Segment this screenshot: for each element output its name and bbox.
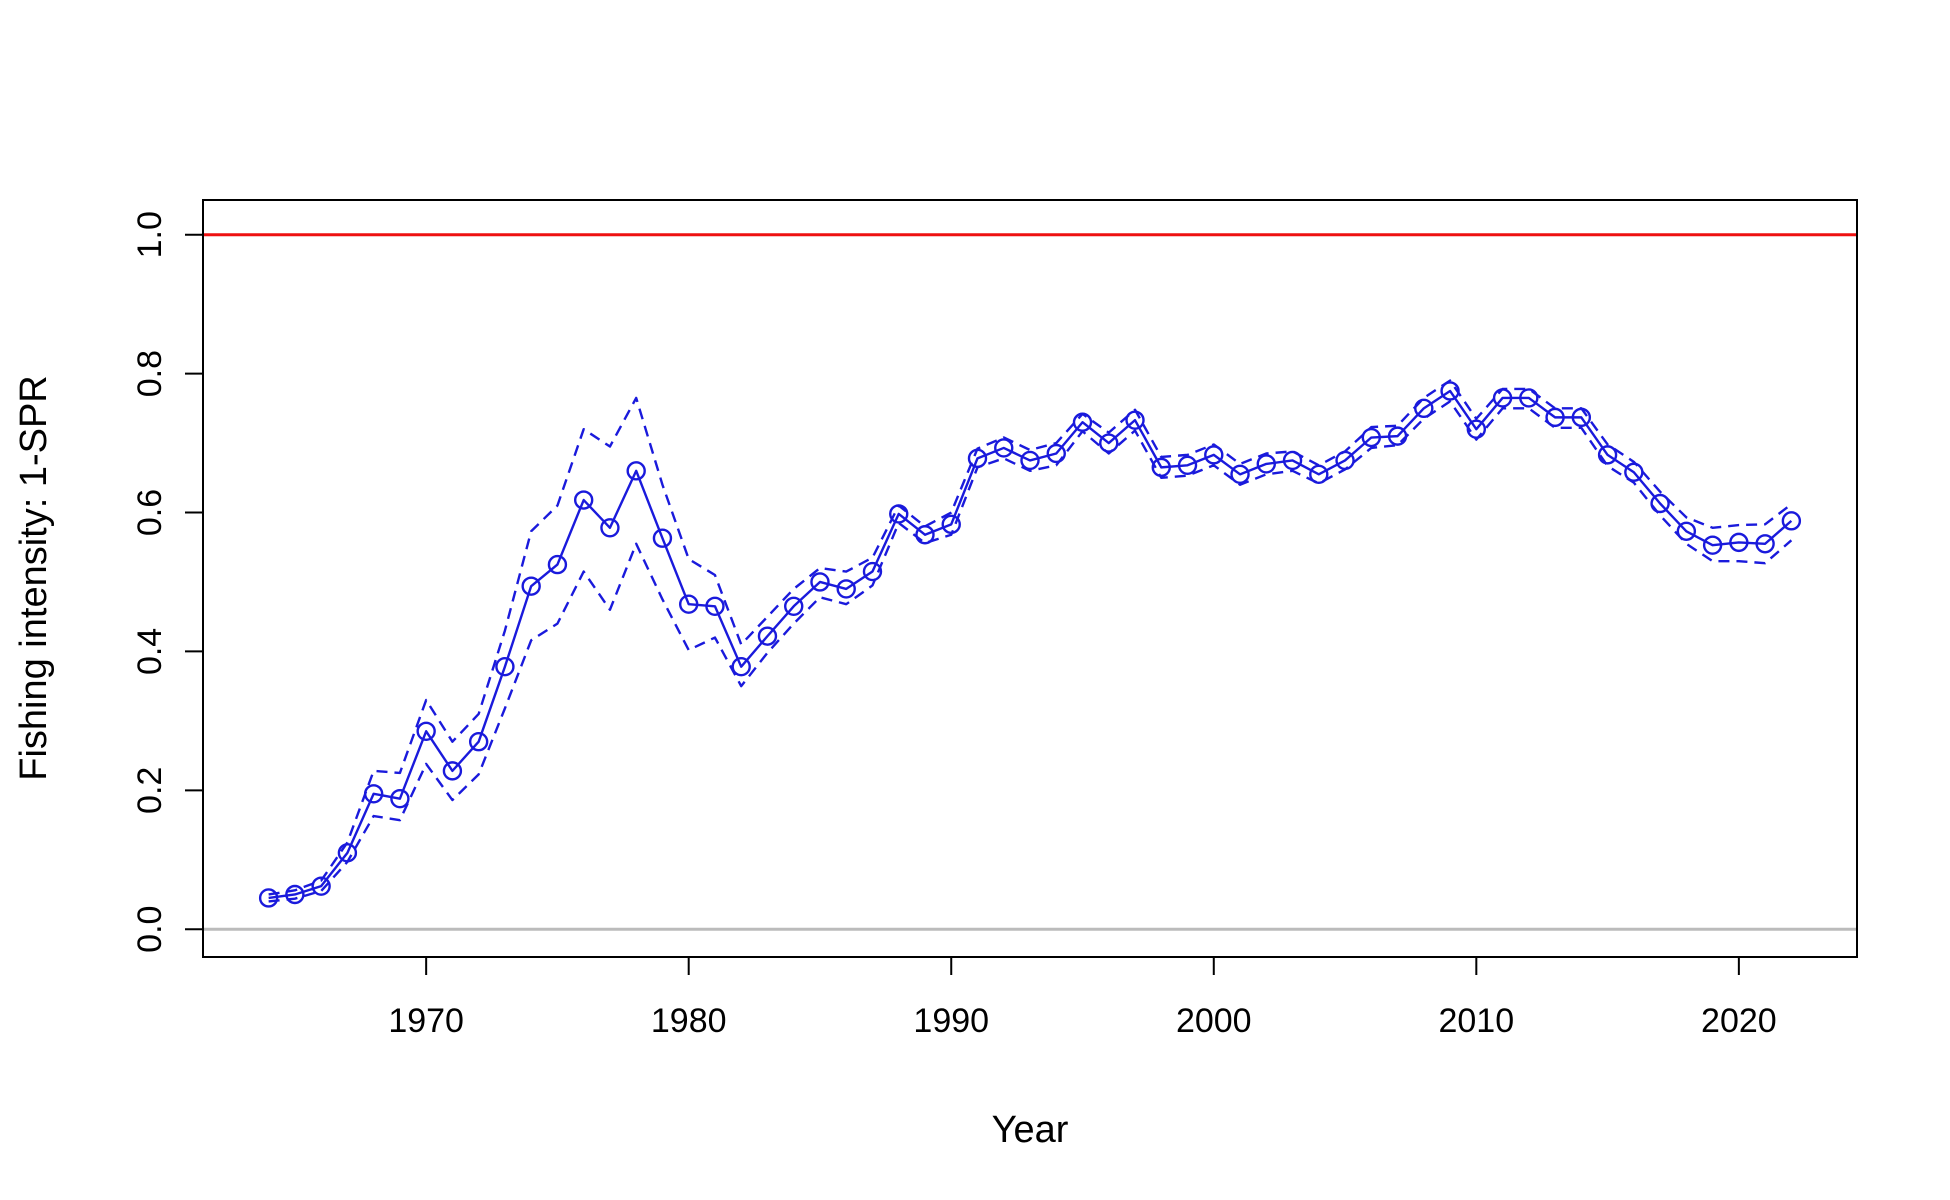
- data-point: [442, 761, 463, 781]
- data-point: [495, 657, 515, 677]
- data-point: [1282, 450, 1303, 471]
- data-point: [1624, 462, 1644, 482]
- data-point: [1361, 427, 1382, 448]
- data-point: [1519, 388, 1539, 408]
- series-line-upper-interval: [268, 379, 1793, 896]
- data-point: [967, 448, 988, 469]
- series-layer: [258, 379, 1802, 908]
- data-point: [731, 657, 751, 677]
- data-point: [705, 596, 725, 616]
- data-point: [1466, 419, 1487, 439]
- data-point: [1571, 407, 1592, 428]
- data-point: [1335, 450, 1355, 471]
- data-point: [1414, 398, 1434, 419]
- x-tick-label: 2000: [1176, 1002, 1252, 1040]
- data-point: [1256, 454, 1276, 474]
- data-point: [889, 504, 909, 524]
- y-tick-label: 0.4: [131, 628, 169, 675]
- data-point: [1072, 412, 1093, 432]
- data-point: [1729, 532, 1749, 553]
- x-tick-label: 1970: [388, 1002, 464, 1040]
- data-point: [862, 561, 883, 582]
- data-point: [285, 884, 305, 905]
- data-point: [390, 788, 410, 809]
- y-axis-label: Fishing intensity: 1-SPR: [13, 375, 55, 781]
- x-tick-label: 1990: [913, 1002, 989, 1040]
- y-axis: 0.0 0.2 0.4 0.6 0.8 1.0: [131, 211, 204, 953]
- series-line-lower-interval: [268, 400, 1793, 903]
- data-point: [626, 461, 646, 481]
- data-point: [547, 554, 568, 575]
- data-point: [1177, 455, 1198, 475]
- data-point: [941, 514, 961, 535]
- x-tick-label: 2010: [1438, 1002, 1514, 1040]
- data-point: [1230, 464, 1250, 485]
- data-point: [416, 721, 436, 741]
- data-point: [311, 876, 331, 896]
- x-tick-label: 2020: [1701, 1002, 1777, 1040]
- y-tick-label: 1.0: [131, 211, 169, 258]
- data-point: [1755, 534, 1775, 554]
- data-point: [363, 784, 384, 804]
- data-point: [1440, 381, 1460, 401]
- data-point: [1151, 457, 1171, 478]
- plot-frame: [202, 199, 1858, 958]
- data-point: [337, 843, 358, 863]
- data-point: [573, 490, 594, 510]
- y-tick-label: 0.6: [131, 489, 169, 536]
- data-point: [258, 888, 279, 908]
- data-point: [678, 594, 699, 614]
- data-point: [1492, 388, 1513, 408]
- series-line-estimate: [268, 389, 1793, 900]
- y-tick-label: 0.0: [131, 906, 169, 953]
- data-point: [836, 579, 856, 599]
- reference-lines: [203, 233, 1857, 931]
- data-point: [468, 732, 489, 752]
- data-point: [521, 576, 541, 596]
- data-point: [1125, 410, 1145, 430]
- y-tick-label: 0.8: [131, 350, 169, 397]
- data-point: [1046, 443, 1066, 464]
- x-axis: 1970 1980 1990 2000 2010 2020: [388, 956, 1777, 1040]
- data-point: [1781, 511, 1802, 531]
- x-tick-label: 1980: [651, 1002, 727, 1040]
- x-axis-label: Year: [992, 1109, 1069, 1151]
- data-point: [757, 626, 778, 646]
- data-point: [1204, 445, 1224, 465]
- data-point: [810, 572, 830, 592]
- data-point: [1309, 464, 1329, 485]
- data-point: [1702, 535, 1723, 555]
- data-point: [1020, 450, 1040, 471]
- data-point: [1597, 445, 1618, 465]
- data-point: [994, 438, 1014, 458]
- data-point: [652, 528, 673, 548]
- data-point: [1650, 493, 1670, 514]
- data-point: [1545, 407, 1565, 428]
- data-point: [1387, 426, 1408, 446]
- data-point: [1676, 521, 1697, 541]
- y-tick-label: 0.2: [131, 767, 169, 814]
- data-point: [784, 596, 804, 616]
- data-point: [915, 525, 935, 545]
- data-point: [1099, 433, 1119, 453]
- data-point: [600, 518, 620, 538]
